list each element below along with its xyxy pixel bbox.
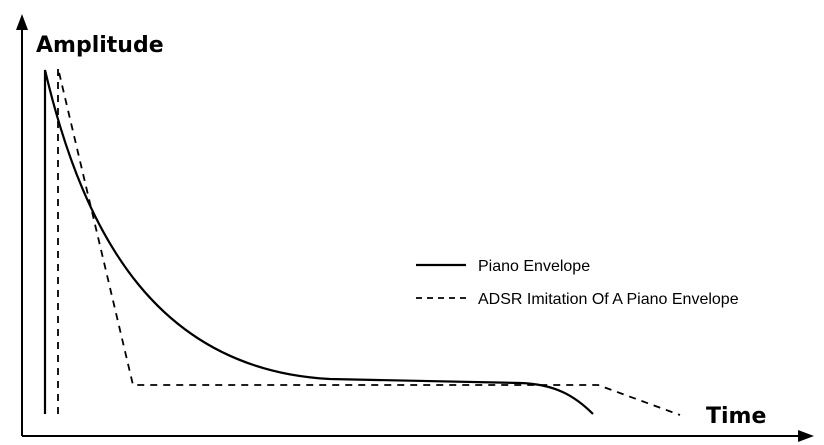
legend-adsr-label: ADSR Imitation Of A Piano Envelope: [478, 291, 739, 308]
adsr-envelope-curve: [57, 67, 681, 416]
piano-envelope-curve: [43, 69, 594, 415]
y-axis-title: Amplitude: [36, 33, 164, 58]
x-axis-title: Time: [706, 404, 766, 429]
legend: Piano Envelope ADSR Imitation Of A Piano…: [416, 258, 739, 308]
y-axis-arrowhead: [16, 14, 28, 30]
x-axis-arrowhead: [798, 430, 814, 442]
legend-piano-label: Piano Envelope: [478, 258, 590, 275]
